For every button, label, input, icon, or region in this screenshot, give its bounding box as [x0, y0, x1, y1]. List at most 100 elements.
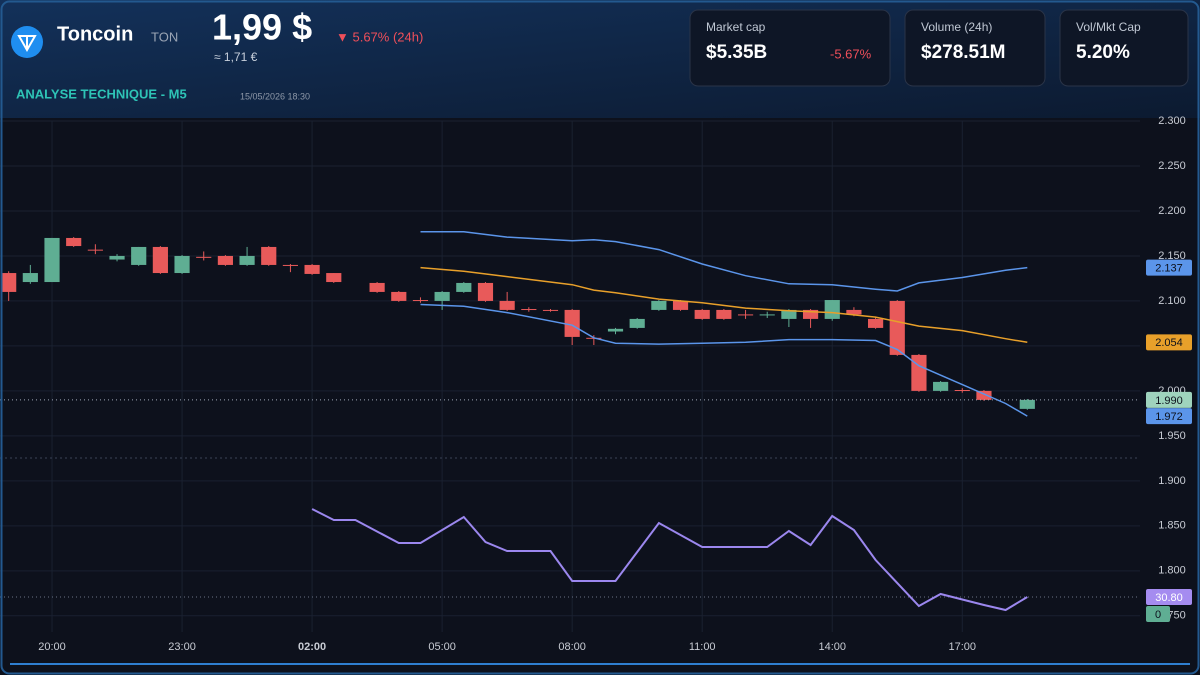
value-tag: [1146, 334, 1192, 351]
y-tick-label: 2.250: [1158, 160, 1186, 172]
stat-card: [904, 9, 1046, 87]
value-tag: [1146, 408, 1192, 425]
candle-body: [781, 309, 797, 319]
x-tick-label: 17:00: [949, 641, 977, 653]
stat-card: [689, 9, 891, 87]
candle-body: [412, 300, 429, 302]
y-tick-label: 2.100: [1158, 295, 1186, 307]
chart-layer: 2.3002.2502.2002.1502.1002.0502.0001.950…: [0, 115, 1192, 653]
candle-body: [87, 249, 103, 251]
candle-body: [282, 264, 299, 266]
candle-body: [369, 282, 385, 292]
x-tick-label: 11:00: [689, 641, 716, 653]
candle-body: [889, 300, 905, 355]
value-tag: [1146, 391, 1192, 408]
candle-body: [326, 273, 342, 283]
candle-body: [651, 300, 667, 310]
y-tick-label: 1.900: [1158, 475, 1186, 487]
value-tag-label: 30.80: [1155, 592, 1183, 604]
candle-body: [66, 237, 82, 247]
price-change: ▼ 5.67% (24h): [336, 29, 423, 44]
candle-body: [1019, 399, 1035, 409]
y-tick-label: 0: [1155, 609, 1161, 621]
candle-body: [152, 246, 168, 274]
stat-value: 5.20%: [1076, 42, 1130, 63]
candle-body: [109, 255, 125, 260]
candle-body: [868, 318, 884, 328]
stat-label: Market cap: [706, 20, 766, 34]
candle-body: [629, 318, 645, 328]
x-tick-label: 05:00: [428, 641, 456, 653]
band-line: [420, 230, 1028, 292]
candle-body: [499, 300, 515, 310]
candle-body: [174, 255, 190, 274]
stat-change: -5.67%: [830, 46, 872, 61]
oscillator-line: [311, 508, 1028, 612]
x-tick-label: 02:00: [298, 641, 326, 653]
candle-body: [304, 264, 320, 274]
stat-value: $278.51M: [921, 42, 1006, 63]
candle-body: [456, 282, 472, 292]
value-tag-label: 1.972: [1155, 411, 1183, 423]
y-tick-label: 2.150: [1158, 250, 1186, 262]
value-tag-label: 2.137: [1155, 263, 1183, 275]
candle-body: [542, 309, 559, 311]
stat-card: [1059, 9, 1189, 87]
band-line: [420, 266, 1028, 344]
candle-body: [22, 273, 38, 283]
coin-name: Toncoin: [57, 23, 133, 45]
y-tick-label: 1.800: [1158, 565, 1186, 577]
stat-label: Volume (24h): [921, 20, 992, 34]
candle-body: [391, 291, 407, 301]
value-tag: [1146, 589, 1192, 606]
price-eur: ≈ 1,71 €: [214, 50, 258, 64]
candle-body: [759, 314, 775, 316]
candle-body: [694, 309, 710, 319]
subtitle: ANALYSE TECHNIQUE - M5: [16, 86, 187, 101]
value-tag: [1146, 259, 1192, 276]
candle-body: [802, 309, 819, 319]
candle-body: [716, 309, 732, 319]
candle-body: [196, 256, 212, 258]
x-tick-label: 08:00: [558, 641, 586, 653]
candle-body: [607, 328, 624, 332]
x-tick-label: 14:00: [818, 641, 846, 653]
candle-body: [976, 390, 992, 400]
candle-body: [261, 246, 277, 265]
stat-label: Vol/Mkt Cap: [1076, 20, 1141, 34]
candle-body: [824, 300, 840, 319]
coin-ticker: TON: [151, 29, 178, 44]
candle-body: [954, 389, 970, 391]
stat-value: $5.35B: [706, 42, 767, 63]
candle-body: [131, 246, 147, 265]
y-tick-label: 2.300: [1158, 115, 1186, 127]
band-line: [420, 303, 1028, 417]
y-tick-label: 2.200: [1158, 205, 1186, 217]
y-tick-label: 1.950: [1158, 430, 1186, 442]
logo-icon: [17, 35, 37, 53]
candle-body: [521, 309, 537, 311]
candle-body: [737, 314, 754, 316]
candle-body: [477, 282, 494, 301]
candle-body: [911, 354, 927, 391]
candle-body: [672, 300, 689, 310]
candle-body: [44, 237, 60, 283]
price: 1,99 $: [212, 7, 312, 48]
x-tick-label: 20:00: [38, 641, 66, 653]
candle-body: [434, 291, 450, 301]
candle-body: [846, 309, 862, 315]
candle-body: [217, 255, 233, 265]
candle-body: [239, 255, 255, 265]
x-tick-label: 23:00: [168, 641, 196, 653]
candle-body: [933, 381, 949, 391]
candle-body: [564, 309, 580, 337]
y-tick-tag: [1146, 606, 1170, 623]
y-tick-label: 1.850: [1158, 520, 1186, 532]
timestamp: 15/05/2026 18:30: [240, 91, 310, 101]
candle-body: [1, 273, 17, 292]
value-tag-label: 2.054: [1155, 337, 1183, 349]
value-tag-label: 1.990: [1155, 395, 1183, 407]
